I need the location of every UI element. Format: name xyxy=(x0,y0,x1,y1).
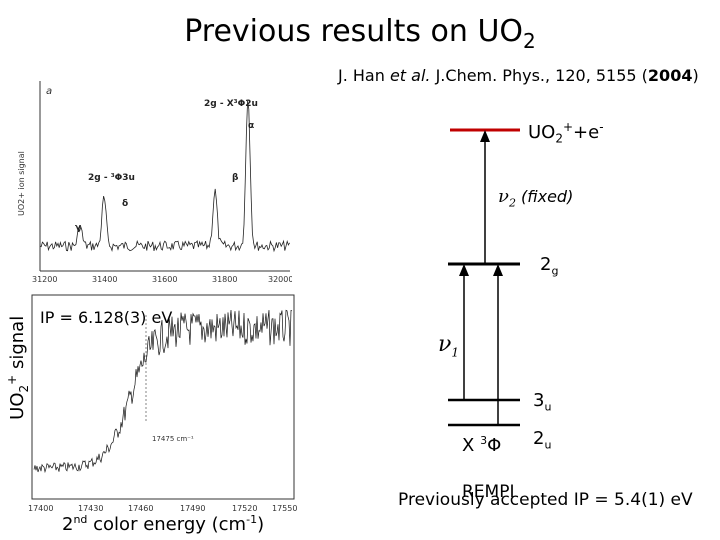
level-3u-label: 3u xyxy=(533,390,552,414)
energy-level-diagram xyxy=(448,128,520,427)
spectrum-a-tick: 31200 xyxy=(32,275,57,284)
ground-state-label: X 3Φ xyxy=(462,434,502,456)
spectrum-a-annotation: α xyxy=(248,121,254,131)
spectrum-a-trace xyxy=(39,100,290,253)
spectrum-b-image: 17400 17430 17460 17490 17520 17550 1747… xyxy=(28,294,297,513)
spectrum-a-yaxis: UO2+ ion signal xyxy=(17,151,26,216)
spectrum-b-tick: 17520 xyxy=(232,504,257,513)
spectrum-a-tick: 31800 xyxy=(212,275,237,284)
y-axis-label: UO2+ signal xyxy=(5,315,31,420)
spectrum-a-annotation: 2g - ³Φ3u xyxy=(88,173,135,183)
level-2g-label: 2g xyxy=(540,254,559,278)
spectrum-a-annotation: δ xyxy=(122,199,128,209)
spectrum-b-tick: 17400 xyxy=(28,504,53,513)
spectrum-a-tick: 31600 xyxy=(152,275,177,284)
spectrum-a-tick: 31400 xyxy=(92,275,117,284)
nu2-label: ν2 (fixed) xyxy=(498,186,574,210)
x-axis-label: 2nd color energy (cm-1) xyxy=(62,513,265,535)
rempi-label: REMPI xyxy=(462,482,515,502)
spectrum-b-marker-label: 17475 cm⁻¹ xyxy=(152,435,194,443)
previous-ip-label: Previously accepted IP = 5.4(1) eV xyxy=(398,490,693,510)
spectrum-a-panel-label: a xyxy=(46,86,52,97)
spectrum-b-trace xyxy=(33,309,293,474)
spectrum-a-image: a UO2+ ion signal 31200 31400 31600 3180… xyxy=(17,81,292,284)
spectrum-b-tick: 17460 xyxy=(128,504,153,513)
page-title: Previous results on UO2 xyxy=(184,14,536,53)
level-2u-label: 2u xyxy=(533,428,552,452)
spectrum-b-tick: 17490 xyxy=(180,504,205,513)
spectrum-b-tick: 17430 xyxy=(78,504,103,513)
spectrum-a-annotation: β xyxy=(232,173,239,183)
citation: J. Han et al. J.Chem. Phys., 120, 5155 (… xyxy=(338,66,699,85)
nu1-label: ν1 xyxy=(438,332,460,360)
spectrum-a-annotation: 2g - X³Φ2u xyxy=(204,99,258,109)
spectrum-b-tick: 17550 xyxy=(272,504,297,513)
ip-label: IP = 6.128(3) eV xyxy=(40,308,173,327)
spectrum-a-tick: 32000 xyxy=(268,275,292,284)
spectrum-a-annotation: γ xyxy=(75,223,81,233)
ionization-level-label: UO2++e- xyxy=(528,120,604,146)
